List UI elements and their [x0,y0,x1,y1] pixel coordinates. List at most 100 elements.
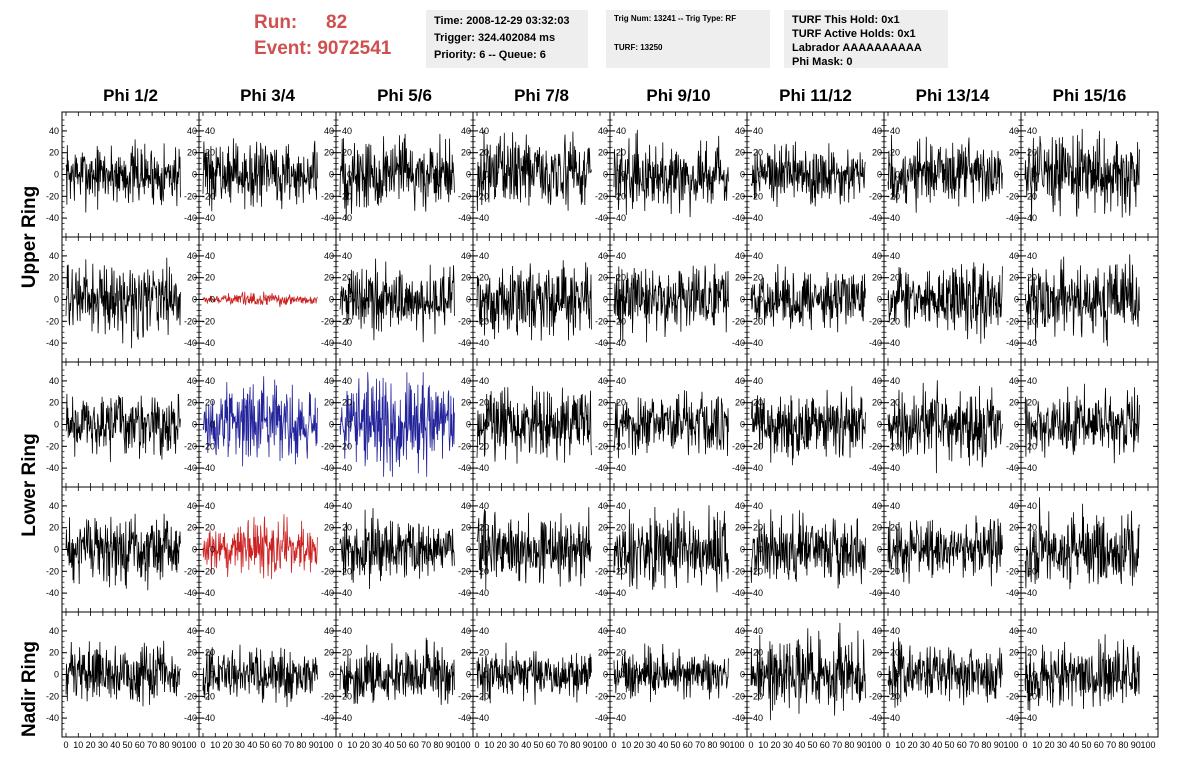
y-tick-label: -20 [184,566,197,576]
y-tick-label: -40 [321,463,334,473]
x-tick-label: 10 [895,740,905,750]
waveform-panel: -40 -40 -20 -20 0 0 20 20 40 40 [609,236,748,363]
x-tick-label: 30 [98,740,108,750]
y-tick-label: -40 [339,713,352,723]
y-tick-label: 40 [479,501,489,511]
y-tick-label: 20 [616,648,626,658]
y-tick-label: -40 [1006,338,1019,348]
y-tick-label: -20 [321,316,334,326]
y-tick-label: 40 [187,251,197,261]
trig-num-text: Trig Num: 13241 -- Trig Type: RF [614,14,737,23]
waveform-trace [202,138,318,212]
time-text: Time: 2008-12-29 03:32:03 [434,15,570,27]
y-tick-label: 20 [890,398,900,408]
y-tick-label: -20 [1006,691,1019,701]
y-tick-label: 0 [329,420,334,430]
column-label-phi-9-10: Phi 9/10 [646,86,711,105]
x-tick-label: 100 [866,740,881,750]
y-tick-label: 40 [49,626,59,636]
x-tick-label: 10 [484,740,494,750]
waveform-panel: -40 -40 -20 -20 0 0 20 20 40 40 [883,236,1022,363]
x-tick-label: 50 [944,740,954,750]
x-tick-label: 80 [981,740,991,750]
y-tick-label: -20 [458,441,471,451]
x-tick-label: 80 [707,740,717,750]
x-tick-label: 90 [857,740,867,750]
y-tick-label: 0 [210,670,215,680]
waveform-panel: -40 -40 -20 -20 0 0 20 20 40 40 [198,236,337,363]
y-tick-label: 40 [1027,626,1037,636]
x-tick-label: 80 [844,740,854,750]
turf-hold-text: TURF This Hold: 0x1 [792,14,900,26]
y-tick-label: 20 [616,398,626,408]
waveform-trace [887,262,1003,344]
x-tick-label: 50 [1081,740,1091,750]
y-tick-label: 0 [54,545,59,555]
y-tick-label: 40 [1009,126,1019,136]
y-tick-label: 20 [753,398,763,408]
y-tick-label: -20 [869,441,882,451]
y-tick-label: 40 [479,376,489,386]
y-tick-label: 20 [872,648,882,658]
y-tick-label: -40 [184,463,197,473]
y-tick-label: -40 [458,463,471,473]
y-tick-label: -20 [1006,441,1019,451]
x-tick-label: 90 [994,740,1004,750]
y-tick-label: 0 [466,670,471,680]
x-tick-label: 40 [1069,740,1079,750]
y-tick-label: -20 [1006,316,1019,326]
x-tick-label: 20 [223,740,233,750]
run-event-info: Run: 82 Event: 9072541 [254,10,391,62]
y-tick-label: -20 [613,691,626,701]
y-tick-label: 20 [342,648,352,658]
x-tick-label: 10 [621,740,631,750]
y-tick-label: 40 [1009,376,1019,386]
x-tick-label: 100 [181,740,196,750]
y-tick-label: 20 [205,273,215,283]
y-tick-label: -20 [732,566,745,576]
y-tick-label: -20 [46,191,59,201]
waveform-trace [750,264,866,333]
x-tick-label: 90 [172,740,182,750]
waveform-trace [750,622,866,721]
y-tick-label: -40 [613,213,626,223]
y-tick-label: 40 [461,126,471,136]
y-tick-label: 20 [479,398,489,408]
waveform-panel: -40 -40 -20 -20 0 0 20 20 40 40 [46,486,200,613]
y-tick-label: 20 [735,148,745,158]
y-tick-label: 40 [753,126,763,136]
y-tick-label: 0 [758,420,763,430]
y-tick-label: 20 [616,273,626,283]
y-tick-label: 0 [758,545,763,555]
y-tick-label: 40 [461,626,471,636]
y-tick-label: -40 [887,338,900,348]
y-tick-label: -40 [1006,463,1019,473]
y-tick-label: 40 [205,626,215,636]
y-tick-label: 0 [758,670,763,680]
x-tick-label: 100 [318,740,333,750]
y-tick-label: 40 [324,376,334,386]
x-tick-label: 90 [583,740,593,750]
waveform-panel: -40 -40 -20 -20 0 0 20 20 40 40 [609,486,748,613]
x-tick-label: 70 [421,740,431,750]
run-value: 82 [326,12,348,33]
waveform-trace [887,637,1003,708]
y-tick-label: 40 [342,501,352,511]
x-tick-label: 20 [86,740,96,750]
x-tick-label: 0 [200,740,205,750]
y-tick-label: 40 [598,501,608,511]
y-tick-label: 0 [621,170,626,180]
panel-frame [609,236,748,363]
y-tick-label: -40 [184,213,197,223]
y-tick-label: -20 [321,441,334,451]
y-tick-label: 40 [616,126,626,136]
y-tick-label: -40 [184,588,197,598]
y-tick-label: 20 [461,523,471,533]
waveform-panel: -40 -40 -20 -20 0 0 20 20 40 40 [335,486,474,613]
x-tick-label: 70 [969,740,979,750]
y-tick-label: -20 [887,691,900,701]
y-tick-label: 20 [890,648,900,658]
waveform-trace [339,372,455,477]
y-tick-label: 20 [324,648,334,658]
